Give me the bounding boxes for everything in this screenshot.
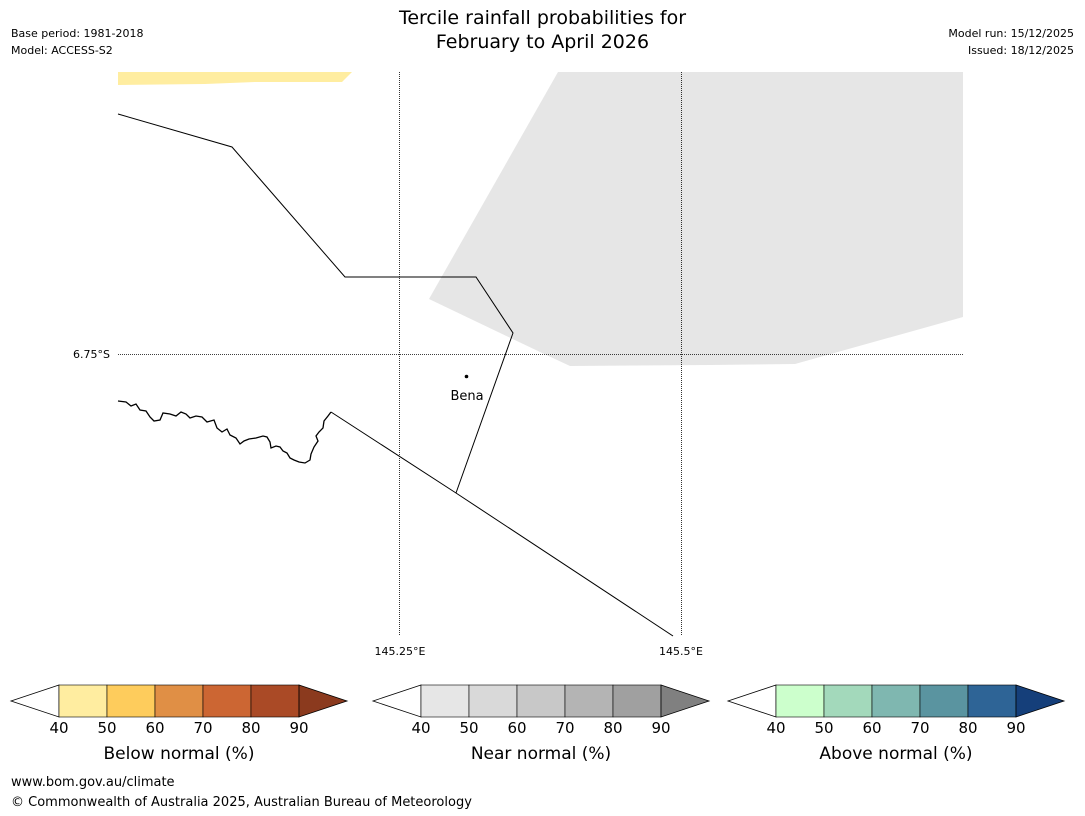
model-run: Model run: 15/12/2025 xyxy=(948,27,1074,40)
colorbar-segment xyxy=(823,684,873,718)
colorbar-tick-label: 90 xyxy=(289,719,308,737)
colorbar-segment xyxy=(154,684,204,718)
colorbar-tick-label: 90 xyxy=(651,719,670,737)
near-normal-label: Near normal (%) xyxy=(470,744,612,764)
below-normal-region xyxy=(118,72,352,85)
province-boundary xyxy=(117,113,514,494)
colorbar-segment xyxy=(775,684,825,718)
colorbar-lower-extension xyxy=(371,684,422,718)
colorbar-tick-label: 80 xyxy=(603,719,622,737)
colorbar-segment xyxy=(516,684,566,718)
colorbar-tick-label: 90 xyxy=(1006,719,1025,737)
colorbar-tick-label: 70 xyxy=(555,719,574,737)
colorbar-segment xyxy=(106,684,156,718)
footer-copyright: © Commonwealth of Australia 2025, Austra… xyxy=(11,795,472,810)
town-label: Bena xyxy=(450,389,483,404)
below-normal-label: Below normal (%) xyxy=(103,744,255,764)
colorbar-tick-label: 60 xyxy=(862,719,881,737)
colorbar-tick-label: 50 xyxy=(814,719,833,737)
colorbar-segment xyxy=(919,684,969,718)
colorbar-upper-extension xyxy=(1015,684,1066,718)
colorbar-tick-label: 60 xyxy=(145,719,164,737)
colorbar-segment xyxy=(967,684,1017,718)
base-period: Base period: 1981-2018 xyxy=(11,27,144,40)
footer-url: www.bom.gov.au/climate xyxy=(11,775,175,790)
above-normal-label: Above normal (%) xyxy=(819,744,973,764)
issued-date: Issued: 18/12/2025 xyxy=(967,44,1074,57)
river-line xyxy=(117,400,332,464)
colorbar-tick-label: 40 xyxy=(411,719,430,737)
colorbar-segment xyxy=(58,684,108,718)
colorbars: 40 50 60 70 80 90 40 50 60 70 80 90 40 50 60 70 80 90 xyxy=(9,684,1066,737)
colorbar-segment xyxy=(468,684,518,718)
colorbar-tick-label: 50 xyxy=(459,719,478,737)
town-marker xyxy=(464,374,469,379)
near-normal-region xyxy=(429,72,963,366)
colorbar-segment xyxy=(420,684,470,718)
province-boundary-south xyxy=(330,411,674,637)
page-title: Tercile rainfall probabilities for Febru… xyxy=(0,6,1085,54)
colorbar-upper-extension xyxy=(660,684,711,718)
title-line-2: February to April 2026 xyxy=(435,31,650,53)
latitude-label: 6.75°S xyxy=(73,348,110,361)
colorbar-tick-label: 80 xyxy=(241,719,260,737)
model-name: Model: ACCESS-S2 xyxy=(11,44,113,57)
colorbar-tick-label: 70 xyxy=(910,719,929,737)
title-line-1: Tercile rainfall probabilities for xyxy=(398,7,687,29)
colorbar-lower-extension xyxy=(726,684,777,718)
colorbar-tick-label: 80 xyxy=(958,719,977,737)
colorbar-lower-extension xyxy=(9,684,60,718)
colorbar-tick-label: 40 xyxy=(49,719,68,737)
colorbar-tick-label: 60 xyxy=(507,719,526,737)
colorbar-segment xyxy=(871,684,921,718)
colorbar-segment xyxy=(250,684,300,718)
colorbar-tick-label: 40 xyxy=(766,719,785,737)
longitude-label: 145.5°E xyxy=(659,645,703,658)
colorbar-tick-label: 70 xyxy=(193,719,212,737)
longitude-label: 145.25°E xyxy=(375,645,426,658)
colorbar-segment xyxy=(202,684,252,718)
map: 6.75°S 145.25°E 145.5°E Bena xyxy=(73,72,963,658)
colorbar-segment xyxy=(612,684,662,718)
colorbar-segment xyxy=(564,684,614,718)
colorbar-upper-extension xyxy=(298,684,349,718)
colorbar-tick-label: 50 xyxy=(97,719,116,737)
